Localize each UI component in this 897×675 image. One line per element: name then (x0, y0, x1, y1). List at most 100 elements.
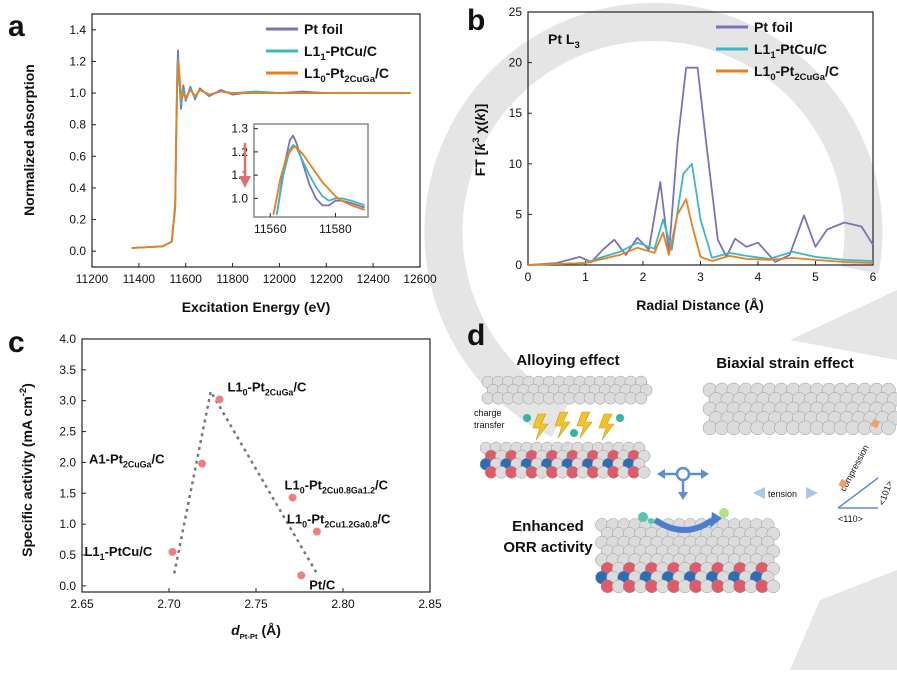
orr-title-line2: ORR activity (503, 539, 593, 556)
atom (637, 466, 651, 479)
legend-label-l10: L10​-Pt2CuGa​/C (754, 63, 839, 83)
y-tick-label: 1.5 (59, 486, 76, 500)
panel-c-points (168, 395, 321, 580)
panel-d-illustration: Alloying effect Biaxial strain effect En… (474, 352, 897, 594)
panel-c-ylabel: Specific activity (mA cm-2) (18, 383, 35, 557)
y-tick-label: 2.5 (59, 425, 76, 439)
panel-a-chart: 0.0 0.2 0.4 0.6 0.8 1.0 1.2 1.4 11200 11400 11600… (21, 13, 437, 315)
x-tick-label: 11400 (123, 272, 156, 286)
y-tick-label: 3.0 (59, 394, 76, 408)
x-tick-label: 2.70 (157, 597, 181, 611)
curved-arrow-icon (653, 517, 714, 533)
y-tick-label: 1.3 (231, 122, 248, 136)
y-tick-label: 1.2 (69, 54, 86, 68)
panel-b-series (527, 66, 874, 266)
charge-label: charge (474, 408, 502, 418)
y-tick-label: 0.6 (69, 149, 86, 163)
y-tick-label: 1.4 (69, 23, 86, 37)
panel-b-chart: 0 5 10 15 20 25 0 1 2 3 4 5 6 Pt L3​ Radial Distanc… (471, 5, 877, 313)
y-tick-label: 20 (509, 56, 523, 70)
point-label: L10​-Pt2Cu​1.2Ga​0.8​/C (287, 512, 391, 530)
x-tick-label: 12600 (403, 272, 437, 286)
series-line (527, 66, 874, 266)
x-tick-label: 6 (870, 270, 877, 284)
panel-label-b: b (467, 4, 485, 37)
biaxial-strain-title: Biaxial strain effect (716, 355, 854, 372)
x-tick-label: 4 (755, 270, 762, 284)
legend-label-l11: L11​-PtCu/C (304, 43, 377, 63)
panel-label-d: d (467, 319, 485, 352)
panel-a-inset-series (272, 134, 366, 215)
tension-arrows: tension (753, 487, 818, 499)
compression-marker-icon (838, 478, 848, 489)
panel-b-ylabel: FT [k3 χ(k)] (471, 104, 488, 177)
legend-label-pt-foil: Pt foil (304, 21, 343, 37)
x-tick-label: 2.80 (331, 597, 355, 611)
lightning-icon (576, 411, 593, 439)
adsorbate-icon (523, 414, 531, 422)
y-tick-label: 1.0 (59, 517, 76, 531)
panel-a-inset-x-axis: 11560 11580 (254, 213, 352, 236)
x-tick-label: 12200 (310, 272, 344, 286)
scatter-point (198, 459, 207, 468)
series-line (275, 144, 366, 215)
adsorbate-icon (570, 429, 578, 437)
adsorbate-icon (638, 512, 648, 522)
point-label: A1-Pt2CuGa​/C (89, 452, 165, 470)
alloying-effect-title: Alloying effect (516, 352, 619, 369)
y-tick-label: 0.4 (69, 181, 86, 195)
point-label: L10​-Pt2Cu​0.8Ga​1.2​/C (285, 478, 389, 496)
x-tick-label: 1 (582, 270, 589, 284)
y-tick-label: 15 (509, 106, 523, 120)
transfer-label: transfer (474, 420, 505, 430)
y-tick-label: 5 (515, 207, 522, 221)
panel-label-a: a (8, 10, 25, 43)
x-tick-label: 2.75 (244, 597, 268, 611)
panel-c-y-axis: 0.0 0.5 1.0 1.5 2.0 2.5 3.0 3.5 4.0 (59, 332, 86, 593)
point-label: Pt/C (309, 577, 336, 592)
series-line (131, 60, 411, 249)
series-line (527, 198, 874, 266)
atom (766, 579, 781, 594)
y-tick-label: 10 (509, 157, 523, 171)
panel-c-xlabel: dPt-Pt (Å) (231, 622, 281, 641)
panel-b-legend: Pt foil L11​-PtCu/C L10​-Pt2CuGa​/C (716, 19, 839, 83)
x-tick-label: 2.85 (418, 597, 442, 611)
lightning-icon (532, 413, 549, 441)
scatter-point (288, 493, 297, 502)
point-label: L10​-Pt2CuGa​/C (227, 379, 307, 397)
x-tick-label: 2.65 (70, 597, 94, 611)
watermark-arc (424, 2, 883, 437)
x-tick-label: 3 (697, 270, 704, 284)
legend-label-l11: L11​-PtCu/C (754, 41, 827, 61)
atomic-slabs (479, 375, 897, 594)
adsorbate-icon (719, 508, 729, 518)
panel-a-legend: Pt foil L11​-PtCu/C L10​-Pt2CuGa​/C (266, 21, 389, 85)
y-tick-label: 25 (509, 5, 523, 19)
adsorbate-icon (648, 518, 654, 524)
series-line (527, 162, 874, 266)
legend-label-pt-foil: Pt foil (754, 19, 793, 35)
y-tick-label: 1.0 (231, 191, 248, 205)
direction-101-label: <101> (876, 479, 894, 506)
adsorbate-icon (616, 414, 624, 422)
atom (881, 420, 896, 436)
x-tick-label: 11200 (76, 272, 109, 286)
scatter-point (168, 547, 177, 556)
arrowhead-icon (710, 512, 722, 528)
panel-a-ylabel: Normalized absorption (21, 64, 37, 216)
panel-b-xlabel: Radial Distance (Å) (636, 297, 764, 313)
orr-title-line1: Enhanced (512, 518, 584, 535)
x-tick-label: 0 (525, 270, 532, 284)
panel-label-c: c (8, 326, 25, 359)
panel-c-point-labels: L11​-PtCu/C A1-Pt2CuGa​/C L10​-Pt2CuGa​/C L… (84, 379, 391, 592)
scatter-point (297, 571, 306, 580)
panel-a-x-axis: 11200 11400 11600 11800 12000 12200 12400 12600 (76, 263, 437, 286)
y-tick-label: 3.5 (59, 363, 76, 377)
compression-marker-icon (870, 418, 880, 429)
y-tick-label: 1.0 (69, 86, 86, 100)
y-tick-label: 0.0 (59, 579, 76, 593)
panel-c-x-axis: 2.65 2.70 2.75 2.80 2.85 (70, 588, 442, 611)
lightning-icon (554, 411, 571, 439)
